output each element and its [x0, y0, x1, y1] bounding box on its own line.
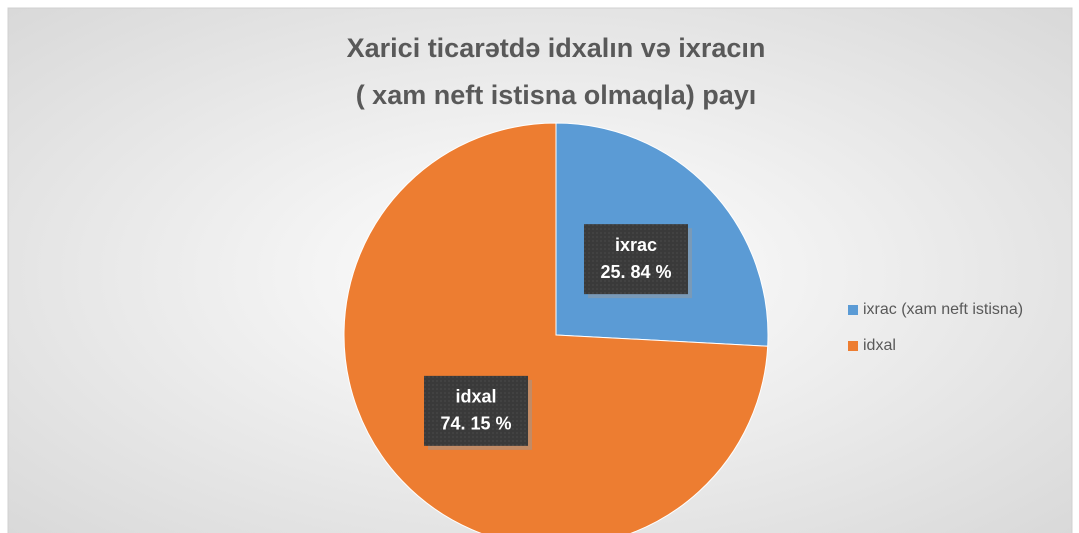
label-box: [424, 375, 529, 446]
chart-title: ( xam neft istisna olmaqla) payı: [356, 80, 757, 110]
label-box: [583, 224, 688, 295]
legend-swatch: [848, 305, 858, 315]
legend-label: idxal: [863, 337, 896, 354]
data-label-name: idxal: [455, 387, 496, 407]
data-label: 25. 84 %: [600, 262, 671, 282]
chart-title: Xarici ticarətdə idxalın və ixracın: [347, 33, 766, 63]
legend-label: ixrac (xam neft istisna): [863, 301, 1023, 318]
legend-swatch: [848, 341, 858, 351]
data-label: 74. 15 %: [440, 414, 511, 434]
data-label-name: ixrac: [615, 235, 657, 255]
